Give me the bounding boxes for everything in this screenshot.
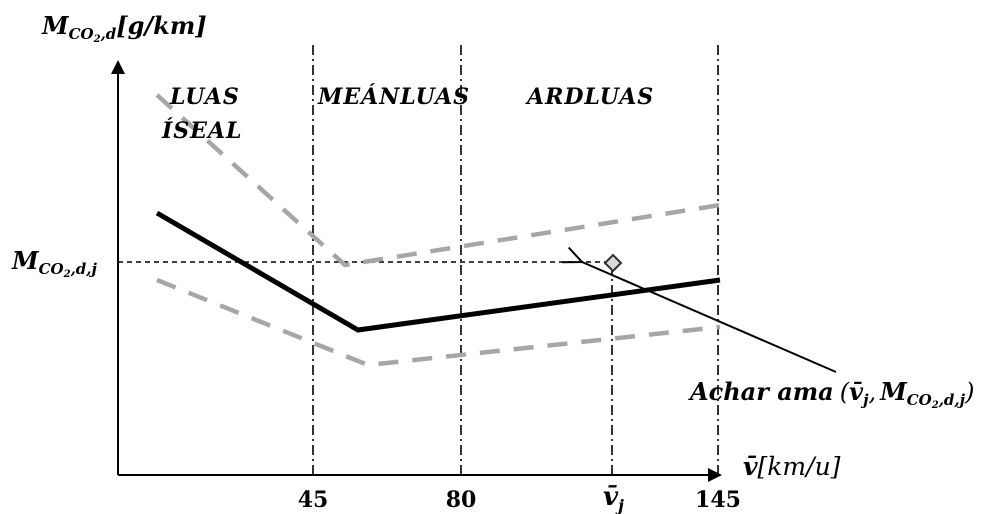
- yj-subscript: CO: [39, 260, 64, 278]
- y-axis-symbol: M: [41, 11, 70, 40]
- region-low-line1: LUAS: [169, 84, 240, 110]
- annotation-text: Achar ama (v̄j, MCO2,d,j): [688, 377, 974, 411]
- yj-symbol: M: [11, 246, 40, 275]
- x-axis-title: v̄[km/u]: [743, 452, 841, 481]
- annotation-v: v̄: [849, 377, 864, 406]
- annotation-m-two: 2: [931, 400, 939, 411]
- yj-subscript-tail: ,d,j: [70, 260, 98, 278]
- x-axis-symbol: v̄: [743, 452, 758, 481]
- tick-vj: v̄j: [603, 482, 624, 514]
- y-axis-unit: [g/km]: [116, 11, 206, 40]
- annotation-open: (: [840, 378, 850, 406]
- tick-vj-symbol: v̄: [603, 482, 619, 512]
- x-axis-unit: [km/u]: [758, 452, 841, 481]
- y-axis-subscript-tail: ,d: [100, 25, 117, 43]
- annotation-prefix: Achar ama: [688, 377, 834, 406]
- y-axis-subscript-two: 2: [93, 34, 101, 45]
- tick-80: 80: [446, 487, 477, 513]
- y-axis-subscript: CO: [69, 25, 94, 43]
- annotation-close: ): [964, 378, 974, 406]
- y-axis-title: MCO2,d[g/km]: [41, 11, 207, 45]
- tick-45: 45: [298, 487, 329, 513]
- annotation-comma: ,: [869, 378, 877, 406]
- annotation-m: M: [879, 377, 908, 406]
- tick-vj-sub: j: [615, 496, 624, 514]
- upper-bound-curve: [155, 93, 721, 268]
- region-low-line2: ÍSEAL: [161, 117, 243, 144]
- data-point-marker: [603, 253, 623, 273]
- tick-145: 145: [695, 487, 741, 513]
- annotation-arrow: [582, 262, 837, 373]
- annotation-m-tail: ,d,j: [938, 391, 966, 409]
- annotation-v-sub: j: [860, 391, 869, 409]
- yj-subscript-two: 2: [63, 269, 71, 280]
- lower-bound-curve: [156, 277, 721, 368]
- annotation-m-sub: CO: [907, 391, 932, 409]
- region-high: ARDLUAS: [525, 84, 654, 110]
- yj-label: MCO2,d,j: [11, 246, 97, 280]
- region-mid: MEÁNLUAS: [317, 83, 470, 110]
- main-emission-curve: [155, 210, 721, 333]
